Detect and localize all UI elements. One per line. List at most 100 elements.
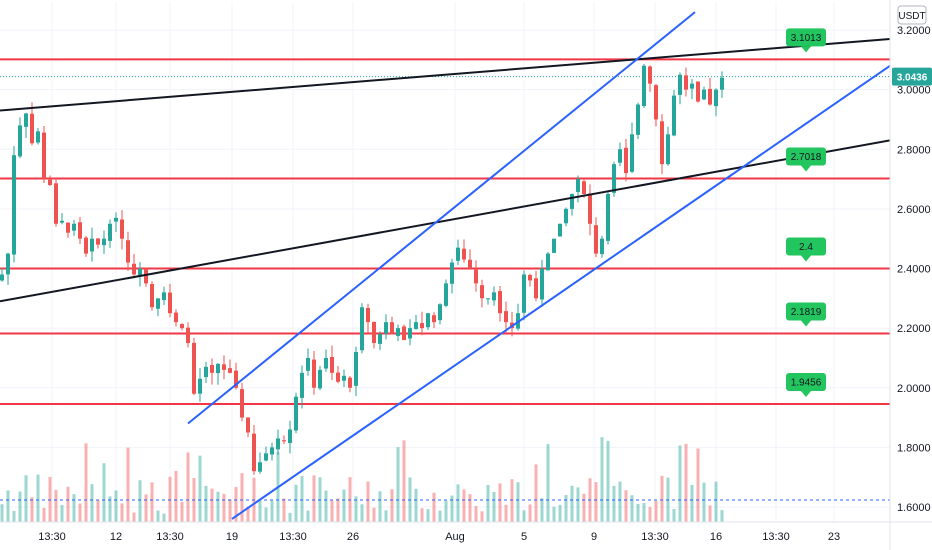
time-tick-label: 23: [828, 531, 840, 543]
volume-bar: [594, 482, 598, 522]
trend-line: [231, 64, 891, 520]
candle-body: [60, 220, 64, 223]
candle-body: [648, 66, 652, 84]
level-label-box: [786, 28, 826, 47]
volume-bar: [678, 445, 682, 522]
candle-body: [204, 366, 208, 378]
candle-body: [468, 259, 472, 269]
time-tick-label: 16: [710, 531, 722, 543]
volume-bar: [642, 502, 646, 522]
volume-bar: [246, 506, 250, 522]
volume-bar: [720, 510, 724, 522]
candle-body: [696, 81, 700, 102]
candle-body: [660, 121, 664, 165]
candle-body: [102, 238, 106, 246]
candle-body: [294, 396, 298, 431]
currency-box: [897, 5, 927, 25]
volume-bar: [138, 480, 142, 522]
candle-body: [96, 238, 100, 245]
candle-body: [672, 95, 676, 136]
level-label-box: [786, 302, 826, 321]
volume-bar: [684, 443, 688, 522]
volume-bar: [618, 481, 622, 522]
candle-body: [30, 113, 34, 144]
volume-bar: [672, 509, 676, 522]
volume-bar: [282, 498, 286, 522]
candle-body: [408, 328, 412, 339]
candle-body: [612, 164, 616, 193]
volume-bar: [384, 510, 388, 522]
volume-bar: [48, 476, 52, 522]
volume-bar: [612, 485, 616, 522]
candle-body: [642, 65, 646, 107]
candle-body: [486, 298, 490, 300]
volume-bar: [222, 493, 226, 522]
candle-body: [480, 285, 484, 299]
candle-body: [498, 291, 502, 314]
time-tick-label: 19: [226, 531, 238, 543]
level-label-box: [786, 372, 826, 391]
volume-bar: [462, 489, 466, 522]
time-axis[interactable]: 13:30 12 13:30 19 13:30 26 Aug 5 9 13:30 16 13:30 23: [0, 521, 932, 543]
volume-bar: [324, 490, 328, 522]
level-label-text: 1.9456: [791, 377, 822, 388]
candle-body: [564, 208, 568, 224]
volume-bar: [342, 489, 346, 522]
volume-bar: [264, 507, 268, 522]
candle-body: [258, 462, 262, 472]
candle-body: [0, 274, 4, 281]
volume-bar: [72, 494, 76, 522]
candle-body: [600, 238, 604, 255]
volume-bar: [522, 510, 526, 522]
candle-body: [54, 183, 58, 224]
volume-bar: [468, 494, 472, 522]
volume-bar: [150, 482, 154, 522]
volume-bar: [582, 493, 586, 522]
volume-bar: [456, 484, 460, 522]
level-label-text: 2.1819: [791, 307, 822, 318]
price-tick-label: 1.8000: [897, 442, 931, 454]
candle-body: [534, 278, 538, 299]
candle-body: [48, 179, 52, 186]
candle-body: [690, 83, 694, 89]
candle-body: [624, 147, 628, 174]
candle-body: [72, 223, 76, 231]
candle-body: [270, 447, 274, 455]
volume-bar: [90, 484, 94, 522]
candle-body: [552, 238, 556, 253]
volume-bar: [690, 484, 694, 522]
level-label-box: [786, 237, 826, 256]
candle-body: [168, 292, 172, 314]
volume-bar: [144, 494, 148, 522]
support-resistance-levels: [0, 58, 890, 405]
candle-body: [126, 240, 130, 263]
volume-bar: [216, 491, 220, 522]
candle-body: [138, 268, 142, 277]
volume-bar: [12, 510, 16, 522]
volume-bar: [534, 464, 538, 522]
volume-bar: [270, 500, 274, 522]
volume-bar: [426, 509, 430, 522]
level-label-text: 3.1013: [791, 33, 822, 44]
candle-body: [144, 268, 148, 284]
volume-bar: [708, 505, 712, 522]
candle-body: [162, 292, 166, 301]
candle-body: [444, 283, 448, 306]
candle-body: [228, 368, 232, 373]
volume-bar: [606, 440, 610, 522]
volume-bar: [300, 476, 304, 522]
time-tick-label: Aug: [445, 531, 465, 543]
candle-body: [108, 223, 112, 241]
volume-bar: [102, 463, 106, 522]
candle-body: [264, 453, 268, 461]
volume-bar: [510, 479, 514, 522]
time-tick-label: 26: [347, 531, 359, 543]
volume-bar: [576, 487, 580, 522]
price-axis[interactable]: 1.6000 1.8000 2.0000 2.2000 2.4000 2.6000 2.80…: [889, 0, 932, 550]
price-tick-label: 1.6000: [897, 502, 931, 514]
price-tick-label: 2.4000: [897, 264, 931, 276]
price-tick-label: 2.2000: [897, 323, 931, 335]
volume-bar: [528, 504, 532, 522]
